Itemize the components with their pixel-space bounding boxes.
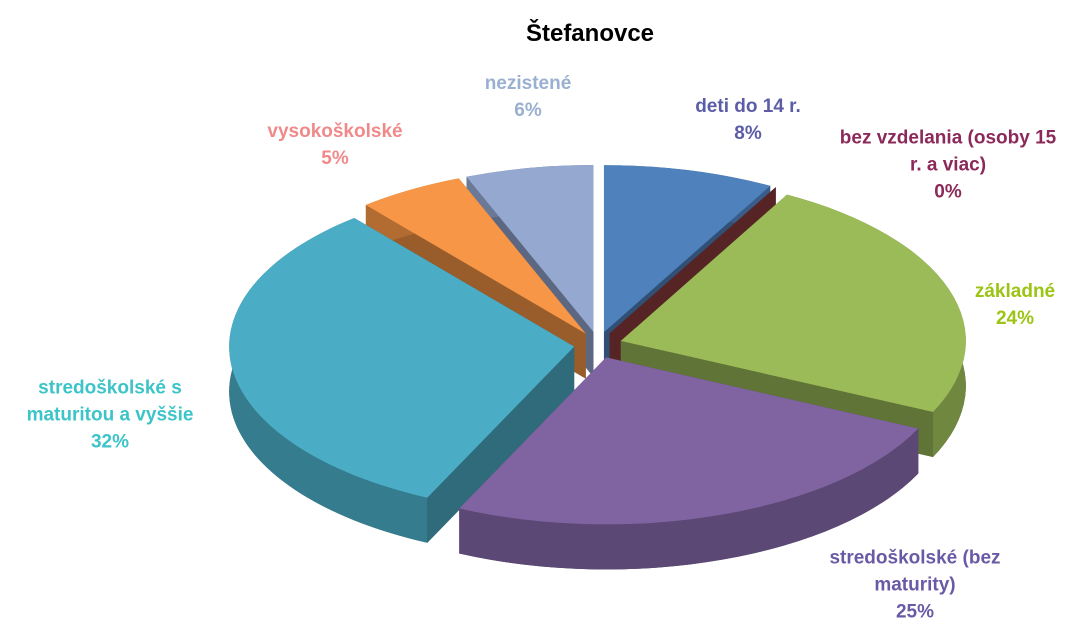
slice-label: vysokoškolské 5% — [250, 118, 420, 172]
value-label: 32% — [90, 431, 130, 453]
slice-label: deti do 14 r. 8% — [678, 93, 818, 147]
category-label: deti do 14 r. — [695, 96, 801, 117]
slice-label: bez vzdelania (osoby 15 r. a viac) 0% — [838, 125, 1058, 206]
value-label: 6% — [514, 100, 542, 121]
slice-label: základné 24% — [960, 278, 1067, 332]
slice — [620, 194, 966, 413]
slice-outer-wall — [459, 428, 919, 570]
slice-label: stredoškolské s maturitou a vyššie 32% — [5, 375, 215, 456]
category-label: bez vzdelania (osoby 15 r. a viac) — [839, 127, 1057, 176]
value-label: 0% — [934, 181, 962, 203]
chart-title: Štefanovce — [525, 20, 655, 47]
category-label: stredoškolské s maturitou a vyššie — [26, 377, 194, 426]
value-label: 5% — [321, 148, 349, 169]
category-label: stredoškolské (bez maturity) — [829, 547, 1001, 596]
category-label: základné — [974, 281, 1056, 302]
slice — [365, 178, 586, 334]
value-label: 24% — [995, 308, 1035, 329]
slice — [466, 165, 594, 333]
category-label: vysokoškolské — [267, 121, 403, 142]
slice-label: stredoškolské (bez maturity) 25% — [820, 545, 1010, 626]
value-label: 8% — [734, 123, 762, 144]
value-label: 25% — [895, 601, 935, 623]
slice-radial-wall — [427, 346, 575, 543]
slice — [459, 357, 919, 525]
category-label: nezistené — [484, 73, 572, 94]
slice — [229, 217, 575, 498]
slice-label: nezistené 6% — [458, 70, 598, 124]
slice — [603, 165, 771, 333]
